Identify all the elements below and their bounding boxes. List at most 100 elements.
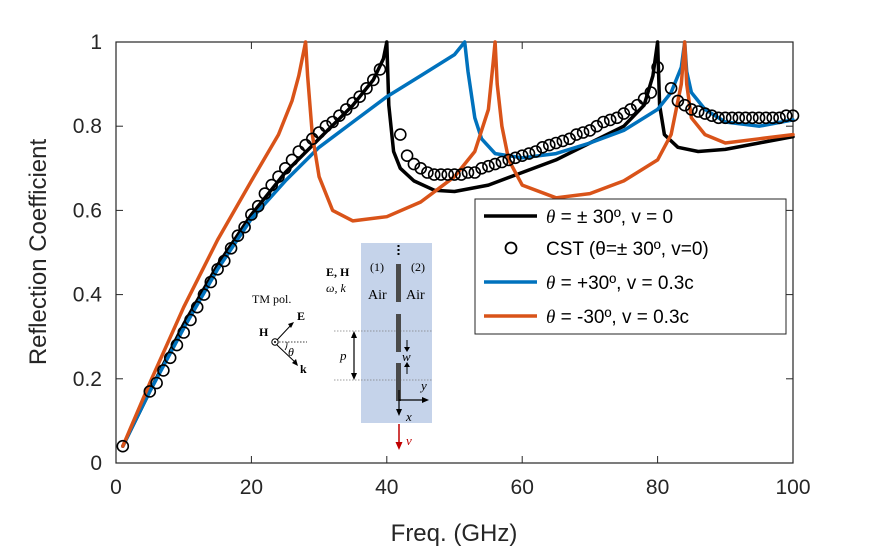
cst-marker (224, 242, 238, 255)
inset-dot (397, 249, 400, 251)
cst-marker (732, 111, 746, 125)
eh-label: E, H (326, 265, 350, 279)
cst-marker (522, 147, 536, 160)
cst-marker (265, 178, 279, 192)
cst-marker (671, 94, 685, 108)
h-label: H (259, 325, 269, 339)
e-label: E (297, 309, 305, 323)
y-tick-label: 0 (90, 452, 102, 475)
cst-marker (705, 109, 719, 122)
cst-marker (177, 326, 190, 339)
e-field-arrow (276, 323, 293, 341)
cst-marker (515, 149, 529, 162)
cst-marker (434, 168, 448, 181)
inset-strip-1 (396, 264, 401, 302)
cst-marker (414, 162, 428, 175)
cst-marker (766, 111, 780, 125)
cst-marker (590, 119, 604, 133)
theta-angle-arc (284, 341, 288, 351)
y-axis-arrow-head (422, 397, 429, 403)
medium-2-label: (2) (411, 260, 425, 274)
cst-marker (366, 73, 380, 87)
cst-marker (495, 155, 509, 169)
tm-pol-label: TM pol. (252, 292, 291, 306)
y-tick-label: 1 (90, 31, 102, 54)
cst-marker (752, 111, 766, 125)
cst-marker (691, 105, 705, 118)
cst-marker (597, 115, 610, 129)
cst-marker (245, 208, 258, 221)
cst-marker (549, 136, 563, 150)
cst-marker (238, 220, 251, 234)
v-label: v (406, 433, 412, 448)
cst-marker (725, 111, 739, 125)
e-field-arrow-head (288, 322, 294, 328)
p-arrow-head-top (351, 331, 357, 338)
cst-marker (150, 376, 163, 390)
y-tick-label: 0.2 (73, 368, 102, 391)
y-label: y (419, 378, 427, 393)
p-label: p (339, 348, 347, 363)
cst-marker (272, 170, 285, 183)
cst-marker (393, 128, 407, 141)
legend-label-series-1: θ = ± 30º, v = 0 (546, 207, 673, 228)
inset-strip-3 (396, 363, 401, 401)
cst-marker (563, 132, 576, 146)
theta-label: θ (288, 345, 294, 359)
cst-marker (773, 111, 786, 125)
x-tick-label: 20 (240, 476, 263, 499)
cst-marker (218, 254, 231, 268)
y-tick-label: 0.8 (73, 115, 102, 138)
cst-marker (258, 187, 272, 200)
cst-marker (427, 168, 441, 181)
cst-marker (312, 126, 326, 139)
cst-marker (448, 168, 461, 181)
cst-marker (468, 166, 482, 179)
series-markers-2 (116, 61, 800, 453)
cst-marker (542, 138, 556, 152)
cst-marker (339, 103, 353, 116)
x-tick-label: 40 (375, 476, 398, 499)
legend-label-series-2: CST (θ=± 30º, v=0) (546, 239, 709, 260)
x-tick-label: 0 (110, 476, 122, 499)
cst-marker (407, 157, 421, 171)
cst-marker (285, 153, 299, 167)
cst-marker (644, 86, 658, 99)
legend: θ = ± 30º, v = 0 CST (θ=± 30º, v=0) θ = … (474, 198, 787, 335)
k-label: k (300, 362, 307, 376)
cst-marker (698, 107, 712, 120)
x-label: x (405, 409, 412, 424)
cst-marker (502, 153, 516, 167)
cst-marker (488, 157, 502, 171)
legend-label-series-3: θ = +30º, v = 0.3c (546, 273, 694, 294)
series-line-4 (121, 40, 795, 448)
cst-marker (509, 151, 522, 165)
w-label: w (402, 349, 411, 364)
inset-schematic: TM pol. H E k θ E, H ω, k (1) (2) Air Ai… (252, 243, 432, 450)
cst-marker (610, 111, 624, 125)
series-layer (116, 40, 800, 453)
cst-marker (786, 109, 800, 122)
cst-marker (197, 288, 211, 301)
k-vector-arrow-head (292, 359, 298, 366)
cst-marker (603, 113, 617, 127)
cst-marker (759, 111, 773, 125)
y-tick-label: 0.4 (73, 284, 103, 307)
cst-marker (231, 229, 245, 242)
medium-1-label: (1) (370, 260, 384, 274)
cst-marker (617, 107, 631, 120)
cst-marker (299, 138, 312, 152)
inset-dot (397, 245, 400, 247)
cst-marker (278, 162, 292, 175)
cst-marker (184, 313, 197, 327)
cst-marker (651, 61, 664, 74)
cst-marker (170, 338, 184, 352)
inset-strip-2 (396, 314, 401, 352)
cst-marker (319, 119, 333, 133)
x-tick-label: 80 (646, 476, 669, 499)
cst-marker (624, 103, 637, 116)
cst-marker (678, 98, 692, 112)
cst-marker (292, 145, 306, 158)
x-tick-label: 60 (511, 476, 534, 499)
cst-marker (630, 98, 644, 112)
